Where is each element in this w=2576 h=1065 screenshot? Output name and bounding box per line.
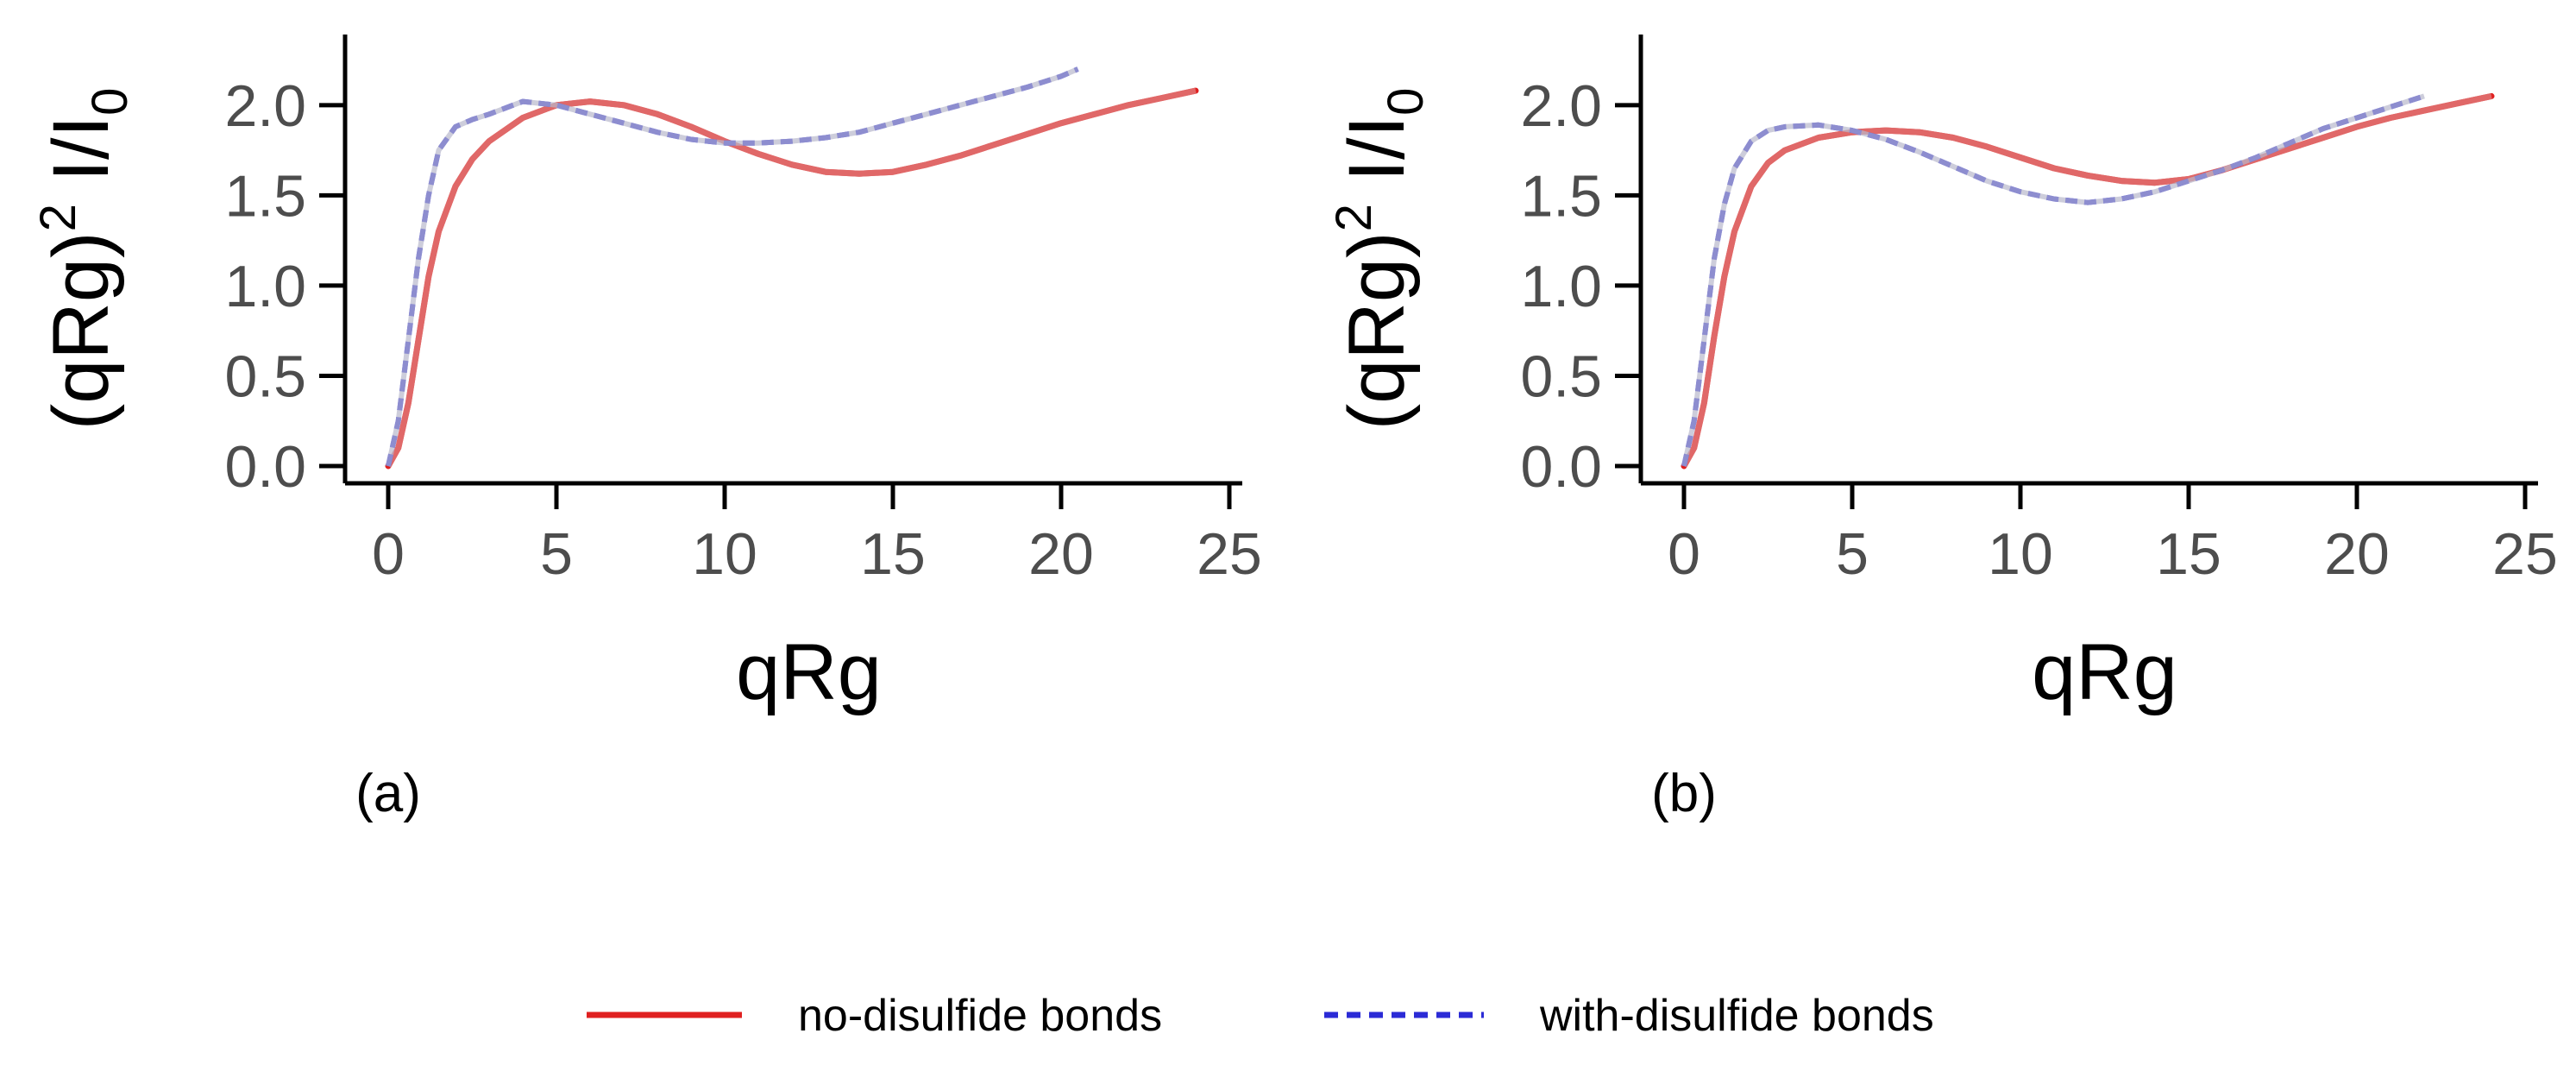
series-overlay-with-disulfide	[1681, 93, 2425, 467]
x-tick-label: 10	[1988, 521, 2053, 587]
x-axis-title: qRg	[736, 628, 882, 716]
y-tick-label: 0.5	[1520, 343, 1602, 409]
x-tick-label: 5	[540, 521, 573, 587]
y-axis-title: (qRg)2 I/I0	[1326, 88, 1434, 431]
x-tick-label: 0	[1668, 521, 1700, 587]
series-line-with-disulfide	[386, 66, 1079, 467]
y-tick-label: 2.0	[224, 73, 306, 139]
y-axis-title-part: 2	[1326, 204, 1382, 231]
y-axis-title-part: I/I	[37, 116, 125, 204]
y-tick-label: 2.0	[1520, 73, 1602, 139]
x-axis-title: qRg	[2032, 628, 2177, 716]
y-tick-label: 0.0	[224, 434, 306, 500]
y-tick-label: 0.0	[1520, 434, 1602, 500]
legend-label: no-disulfide bonds	[798, 991, 1162, 1041]
series-line-with-disulfide	[1681, 93, 2425, 467]
y-axis-title-part: (qRg)	[37, 231, 125, 430]
x-tick-label: 20	[2324, 521, 2390, 587]
y-axis-title-part: 2	[30, 204, 86, 231]
y-axis-title-part: I/I	[1333, 116, 1421, 204]
series-line-no-disulfide	[1681, 92, 2495, 469]
x-tick-label: 15	[860, 521, 926, 587]
y-axis-title-part: (qRg)	[1333, 231, 1421, 430]
x-tick-label: 10	[692, 521, 757, 587]
legend: no-disulfide bonds with-disulfide bonds	[587, 991, 1934, 1041]
y-tick-label: 1.0	[1520, 254, 1602, 319]
legend-label: with-disulfide bonds	[1539, 991, 1934, 1041]
y-axis-title-part: 0	[82, 88, 138, 116]
x-tick-label: 25	[1197, 521, 1262, 587]
y-tick-label: 1.5	[224, 163, 306, 229]
panel-label: (b)	[1651, 764, 1717, 823]
y-axis-title: (qRg)2 I/I0	[30, 88, 138, 431]
series-overlay-no-disulfide	[1681, 92, 2492, 468]
x-tick-label: 15	[2156, 521, 2221, 587]
panel-label: (a)	[355, 764, 421, 823]
series-overlay-no-disulfide	[385, 87, 1197, 468]
series-line-no-disulfide	[385, 87, 1199, 469]
y-axis-title-part: 0	[1378, 88, 1434, 116]
y-tick-label: 1.0	[224, 254, 306, 319]
x-tick-label: 25	[2492, 521, 2558, 587]
x-tick-label: 5	[1836, 521, 1869, 587]
x-tick-label: 20	[1028, 521, 1094, 587]
y-tick-label: 1.5	[1520, 163, 1602, 229]
x-tick-label: 0	[372, 521, 405, 587]
y-tick-label: 0.5	[224, 343, 306, 409]
series-overlay-with-disulfide	[386, 66, 1079, 467]
